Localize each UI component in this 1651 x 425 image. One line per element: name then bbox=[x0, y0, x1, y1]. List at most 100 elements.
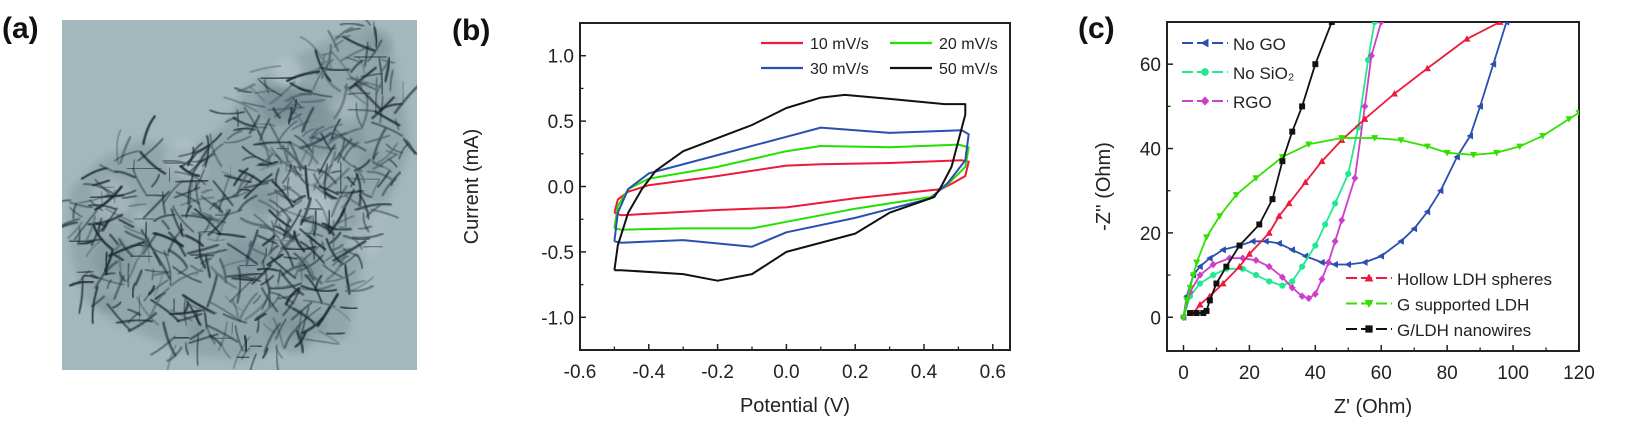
tem-nanosheet bbox=[162, 321, 177, 357]
x-tick-label: -0.2 bbox=[701, 362, 734, 383]
tem-nanosheet bbox=[186, 243, 220, 255]
tem-nanosheet bbox=[161, 219, 171, 231]
data-point bbox=[1186, 288, 1194, 296]
tem-nanosheet bbox=[299, 197, 312, 226]
tem-nanosheet bbox=[333, 83, 348, 120]
tem-nanosheet bbox=[88, 204, 117, 210]
tem-nanosheet bbox=[360, 72, 383, 78]
tem-nanosheet bbox=[208, 334, 223, 346]
tem-nanosheet bbox=[145, 241, 150, 263]
tem-nanosheet bbox=[352, 232, 384, 239]
tem-nanosheet bbox=[231, 277, 255, 282]
tem-nanosheet bbox=[275, 344, 279, 370]
tem-nanosheet bbox=[284, 302, 315, 324]
tem-nanosheet bbox=[209, 133, 223, 168]
tem-nanosheet bbox=[237, 83, 256, 93]
tem-nanosheet bbox=[314, 49, 332, 82]
tem-nanosheet bbox=[134, 269, 143, 286]
tem-nanosheet bbox=[127, 312, 158, 333]
x-tick-label: -0.4 bbox=[632, 362, 665, 383]
tem-nanosheet bbox=[252, 294, 262, 304]
legend-label: 20 mV/s bbox=[939, 36, 998, 53]
tem-nanosheet bbox=[185, 301, 218, 314]
tem-nanosheet bbox=[373, 26, 378, 48]
y-axis-title: -Z'' (Ohm) bbox=[1093, 142, 1115, 231]
tem-nanosheet bbox=[239, 264, 256, 267]
tem-nanosheet bbox=[299, 131, 333, 150]
tem-nanosheet bbox=[325, 237, 343, 265]
tem-nanosheet bbox=[253, 213, 281, 240]
x-axis-title: Z' (Ohm) bbox=[1334, 396, 1412, 418]
tem-nanosheet bbox=[292, 230, 306, 253]
data-point bbox=[1397, 237, 1404, 245]
y-tick-label: 0.0 bbox=[548, 178, 574, 199]
tem-nanosheet bbox=[305, 182, 322, 190]
tem-nanosheet bbox=[277, 199, 303, 214]
data-point bbox=[1189, 272, 1198, 279]
tem-nanosheet bbox=[292, 194, 307, 204]
tem-nanosheet bbox=[280, 241, 294, 268]
data-point bbox=[1367, 51, 1375, 60]
tem-nanosheet bbox=[331, 118, 341, 140]
data-point bbox=[1377, 252, 1385, 260]
tem-nanosheet bbox=[389, 69, 394, 92]
tem-nanosheet bbox=[405, 139, 416, 155]
data-point bbox=[1299, 263, 1306, 270]
data-point bbox=[1338, 216, 1346, 225]
data-point bbox=[1196, 300, 1204, 308]
tem-nanosheet bbox=[208, 195, 237, 210]
data-point bbox=[1298, 292, 1306, 301]
data-point bbox=[1361, 102, 1369, 111]
tem-nanosheet bbox=[235, 172, 249, 198]
data-point bbox=[1370, 135, 1379, 142]
tem-nanosheet bbox=[304, 274, 323, 304]
tem-nanosheet bbox=[324, 163, 328, 200]
nyquist-chart: 0 20 40 60 80 100 120 0 20 40 60 Z' (Ohm) -Z'' (Ohm)… bbox=[1093, 21, 1595, 418]
tem-nanosheet bbox=[223, 96, 259, 113]
tem-nanosheet bbox=[299, 240, 325, 264]
legend-label: No SiO₂ bbox=[1233, 64, 1294, 83]
tem-nanosheet bbox=[273, 100, 293, 118]
tem-nanosheet bbox=[67, 221, 83, 239]
x-tick-label: 0.4 bbox=[911, 362, 938, 383]
tem-nanosheet bbox=[366, 170, 395, 182]
tem-nanosheet bbox=[277, 120, 298, 143]
tem-nanosheet bbox=[305, 274, 323, 285]
tem-nanosheet bbox=[275, 154, 283, 165]
tem-nanosheet bbox=[166, 344, 177, 370]
tem-nanosheet bbox=[299, 36, 323, 60]
tem-nanosheet bbox=[72, 202, 78, 220]
tem-nanosheet bbox=[137, 138, 164, 162]
data-point bbox=[1200, 96, 1210, 106]
data-point bbox=[1285, 199, 1293, 207]
tem-nanosheet bbox=[338, 225, 352, 230]
tem-nanosheet bbox=[232, 127, 257, 132]
tem-nanosheet bbox=[132, 168, 147, 195]
tem-shade bbox=[163, 138, 202, 178]
data-point bbox=[1269, 196, 1276, 203]
data-point bbox=[1344, 260, 1352, 269]
tem-nanosheet bbox=[270, 256, 297, 279]
data-point bbox=[1289, 128, 1296, 135]
tem-nanosheet bbox=[384, 57, 391, 83]
tem-nanosheet bbox=[232, 174, 255, 197]
data-point bbox=[1410, 225, 1418, 233]
data-point bbox=[1301, 178, 1310, 186]
data-point bbox=[1193, 310, 1200, 317]
tem-nanosheet bbox=[187, 174, 194, 205]
tem-nanosheet bbox=[367, 39, 383, 62]
tem-nanosheet bbox=[342, 35, 376, 52]
tem-nanosheet bbox=[260, 76, 296, 80]
x-tick-label: 0.2 bbox=[842, 362, 868, 383]
data-point bbox=[1186, 284, 1194, 292]
tem-nanosheet bbox=[237, 275, 262, 282]
data-point bbox=[1196, 271, 1204, 279]
tem-nanosheet bbox=[277, 290, 301, 300]
cv-curve-20-mv-s bbox=[613, 143, 970, 231]
legend-item: No SiO₂ bbox=[1182, 64, 1294, 83]
tem-nanosheet bbox=[327, 30, 340, 52]
legend-item: G/LDH nanowires bbox=[1346, 321, 1531, 340]
tem-nanosheet bbox=[282, 287, 301, 317]
tem-nanosheet bbox=[347, 92, 371, 96]
tem-nanosheet bbox=[102, 186, 115, 189]
